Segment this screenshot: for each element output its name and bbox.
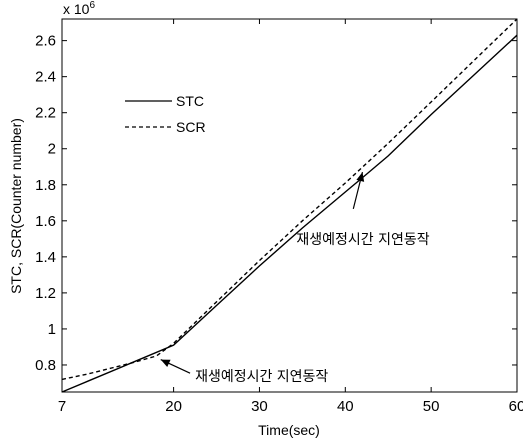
annotation-label: 재생예정시간 지연동작 [296,232,429,248]
series-line-stc [61,34,518,393]
annotation-arrowhead [160,359,171,367]
y-multiplier-exponent: 6 [89,0,95,11]
y-tick-label: 1 [48,321,56,338]
annotation-label: 재생예정시간 지연동작 [195,369,328,385]
y-tick-label: 1.8 [35,177,56,194]
series-line-scr [61,18,518,381]
legend-label-scr: SCR [176,119,206,135]
x-axis-label: Time(sec) [258,422,320,438]
y-tick-label: 2.6 [35,33,56,50]
annotation-arrowhead [356,172,365,182]
series-layer [61,18,518,393]
y-axis-label: STC, SCR(Counter number) [8,118,24,294]
legend: STC SCR [125,93,206,135]
tick-layer: 7 20 30 40 50 60 0.8 1 1.2 1.4 1.6 1.8 2 2.2 2.4 2.6 [35,19,523,415]
y-tick-label: 2 [48,141,56,158]
x-tick-label: 50 [423,398,440,415]
y-tick-label: 2.2 [35,105,56,122]
x-tick-label: 20 [165,398,182,415]
x-tick-label: 40 [337,398,354,415]
legend-label-stc: STC [176,93,204,109]
x-tick-label: 60 [509,398,523,415]
x-tick-label: 7 [58,398,66,415]
y-tick-label: 0.8 [35,357,56,374]
y-tick-label: 2.4 [35,69,56,86]
plot-frame [61,18,518,393]
y-tick-label: 1.4 [35,249,56,266]
x-tick-label: 30 [251,398,268,415]
y-tick-label: 1.2 [35,285,56,302]
y-tick-label: 1.6 [35,213,56,230]
y-multiplier: x 106 [63,0,95,17]
